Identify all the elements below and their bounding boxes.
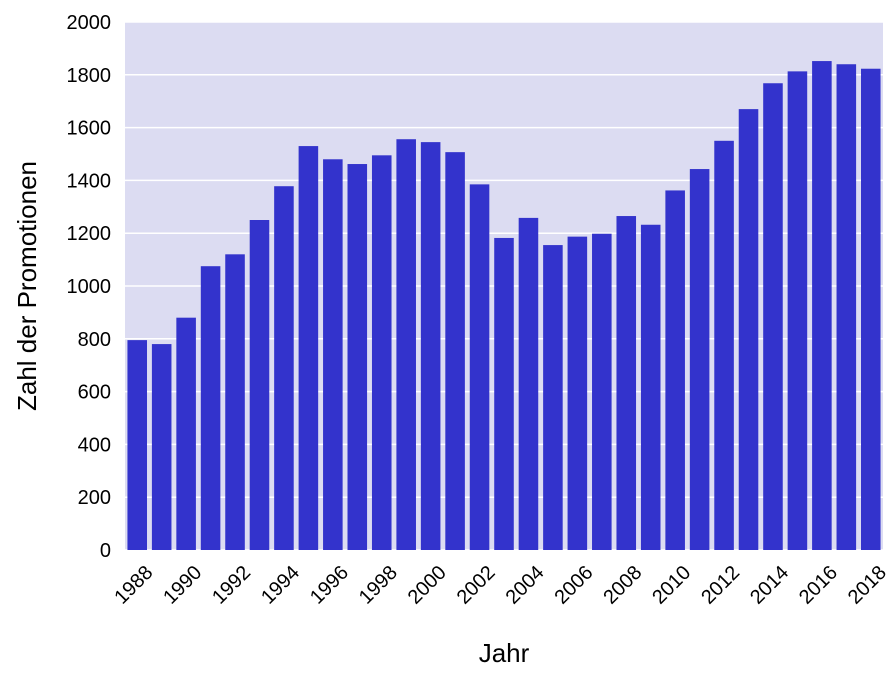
bar-1990	[176, 317, 196, 550]
bar-2009	[640, 224, 661, 550]
x-tick-label: 2012	[697, 562, 744, 609]
y-tick-label: 400	[78, 434, 111, 456]
bar-1991	[200, 266, 221, 550]
bar-2007	[592, 233, 612, 550]
x-tick-label: 2004	[502, 562, 549, 609]
x-axis-ticks: 1988 1990 1992 1994 1996 1998 2000 2002 2004 2006…	[110, 562, 888, 609]
x-tick-label: 1992	[208, 562, 255, 609]
y-tick-label: 600	[78, 382, 111, 404]
y-tick-label: 200	[78, 487, 111, 509]
bar-1993	[249, 220, 270, 550]
x-tick-label: 1996	[306, 562, 353, 609]
bar-2016	[812, 61, 832, 551]
y-tick-label: 1400	[67, 170, 112, 192]
bar-1998	[371, 155, 392, 550]
y-tick-label: 2000	[67, 12, 112, 34]
bar-1994	[274, 186, 294, 550]
x-tick-label: 2014	[746, 562, 793, 609]
x-tick-label: 2018	[844, 562, 888, 609]
y-tick-label: 1800	[67, 65, 112, 87]
bar-2005	[543, 245, 563, 550]
x-tick-label: 1990	[159, 562, 206, 609]
bar-2015	[787, 71, 808, 551]
bar-1999	[396, 139, 416, 550]
bar-1988	[127, 340, 148, 550]
bar-2010	[665, 190, 685, 550]
bar-1989	[151, 344, 172, 550]
y-tick-label: 1600	[67, 118, 112, 140]
bar-2014	[763, 83, 783, 551]
bar-2004	[518, 217, 539, 550]
y-axis-ticks: 0 200 400 600 800 1000 1200 1400 1600 1800 2000	[67, 12, 112, 562]
bar-2011	[689, 169, 710, 550]
y-tick-label: 1000	[67, 276, 112, 298]
x-tick-label: 2002	[453, 562, 500, 609]
x-tick-label: 2010	[648, 562, 695, 609]
bar-2018	[860, 68, 881, 550]
y-axis-title: Zahl der Promotionen	[12, 161, 42, 411]
y-tick-label: 0	[100, 540, 111, 562]
bars	[127, 61, 881, 551]
bar-2003	[494, 237, 514, 550]
bar-2002	[469, 184, 490, 551]
x-tick-label: 1988	[110, 562, 157, 609]
x-tick-label: 2000	[404, 562, 451, 609]
bar-1997	[347, 164, 368, 551]
bar-2013	[738, 109, 759, 551]
x-tick-label: 1998	[355, 562, 402, 609]
y-tick-label: 1200	[67, 223, 112, 245]
bar-2006	[567, 236, 588, 550]
bar-2017	[836, 64, 857, 551]
x-tick-label: 2008	[599, 562, 646, 609]
bar-2012	[714, 140, 734, 551]
x-tick-label: 2006	[550, 562, 597, 609]
bar-1992	[225, 254, 245, 550]
bar-2008	[616, 216, 637, 551]
y-tick-label: 800	[78, 329, 111, 351]
bar-2000	[420, 142, 441, 550]
x-tick-label: 2016	[795, 562, 842, 609]
x-axis-title: Jahr	[479, 638, 530, 668]
x-tick-label: 1994	[257, 562, 304, 609]
bar-2001	[445, 152, 465, 551]
bar-1995	[298, 146, 319, 550]
bar-1996	[323, 159, 343, 550]
